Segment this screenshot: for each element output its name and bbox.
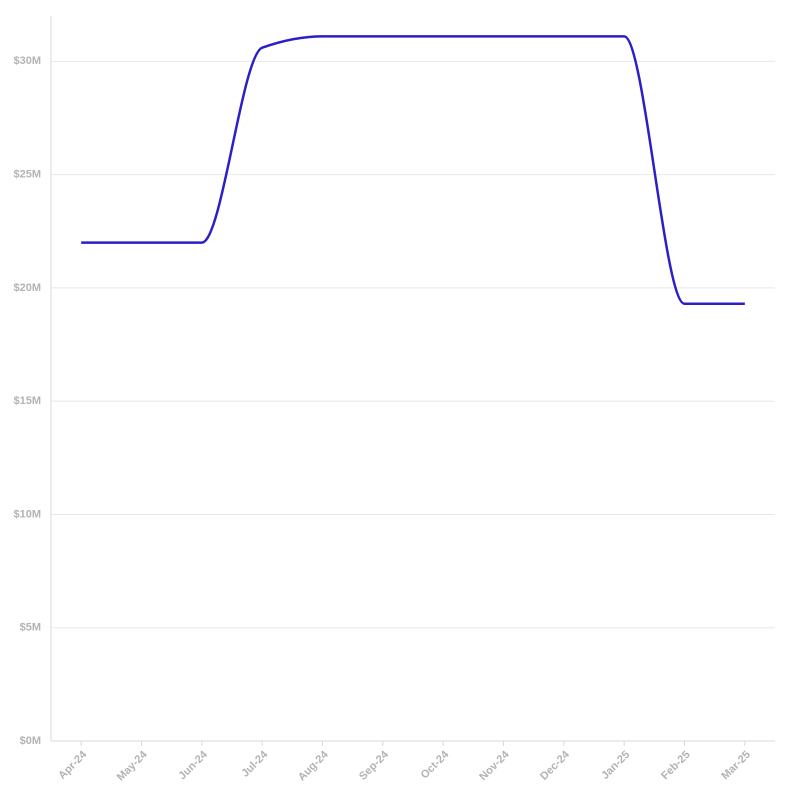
x-tick-label: Jun-24: [176, 748, 210, 782]
x-tick-label: Sep-24: [357, 748, 392, 783]
y-tick-label: $20M: [13, 282, 41, 294]
y-tick-label: $25M: [13, 169, 41, 181]
x-tick-label: Apr-24: [56, 748, 90, 782]
x-tick-label: Nov-24: [477, 748, 512, 783]
y-tick-label: $30M: [13, 55, 41, 67]
x-tick-label: Oct-24: [419, 748, 452, 781]
y-tick-label: $10M: [13, 508, 41, 520]
line: [81, 35, 745, 305]
y-tick-label: $5M: [20, 622, 41, 634]
y-tick-label: $15M: [13, 395, 41, 407]
x-tick-label: Jul-24: [239, 748, 271, 780]
x-tick-label: Mar-25: [719, 749, 753, 783]
y-tick-label: $0M: [20, 735, 41, 747]
x-tick-label: May-24: [115, 748, 150, 783]
x-tick-label: Jan-25: [599, 749, 632, 782]
x-tick-label: Feb-25: [659, 749, 693, 783]
x-tick-label: Dec-24: [538, 748, 573, 783]
x-tick-label: Aug-24: [296, 748, 331, 783]
